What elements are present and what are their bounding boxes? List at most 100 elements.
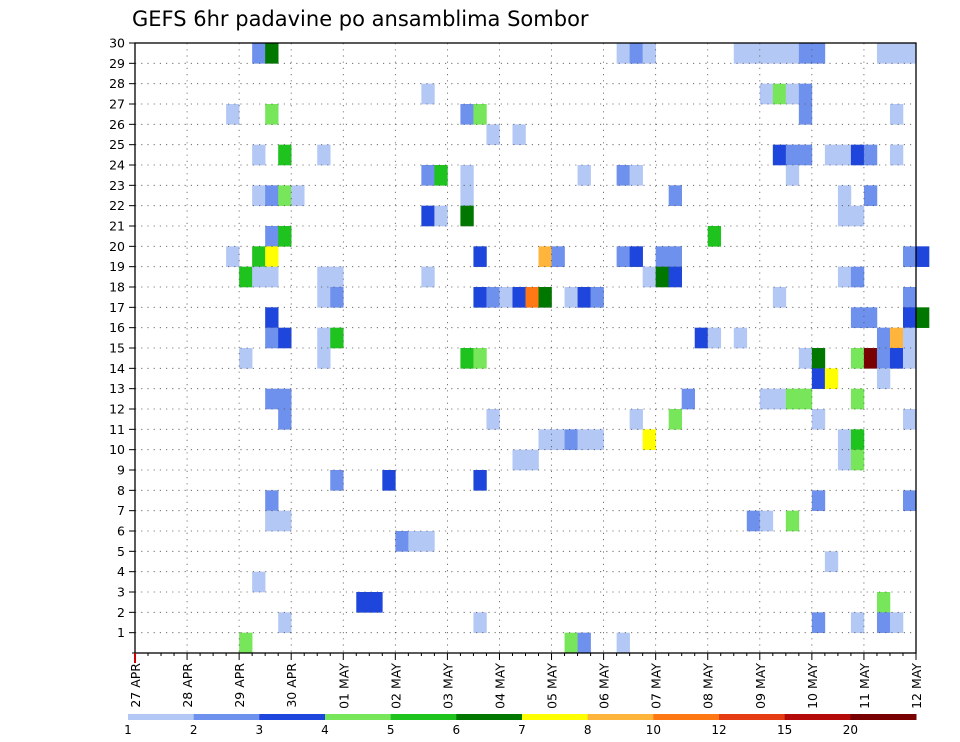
heatmap-cell-member-19-6 bbox=[642, 266, 656, 288]
x-tick-label: 10 MAY bbox=[805, 663, 820, 709]
heatmap-cell-member-13-4 bbox=[772, 388, 787, 410]
y-tick-label: 11 bbox=[109, 422, 125, 437]
heatmap-cell-member-25-4 bbox=[785, 144, 800, 166]
heatmap-cell-member-24-1 bbox=[434, 165, 448, 186]
heatmap-cell-member-19-2 bbox=[265, 266, 279, 288]
legend-label: 12 bbox=[711, 723, 726, 737]
heatmap-cell-member-13-6 bbox=[798, 388, 813, 410]
heatmap-cell-member-26-0 bbox=[486, 124, 500, 145]
heatmap-cell-member-18-11 bbox=[772, 287, 787, 308]
heatmap-cell-member-25-5 bbox=[798, 144, 813, 166]
x-tick-label: 11 MAY bbox=[857, 663, 872, 709]
heatmap-cell-member-6-2 bbox=[421, 531, 435, 552]
legend-label: 20 bbox=[843, 723, 858, 737]
y-tick-label: 12 bbox=[109, 402, 125, 417]
heatmap-cell-member-16-7 bbox=[876, 327, 891, 349]
heatmap-cell-member-14-2 bbox=[876, 368, 891, 389]
plot-grid bbox=[135, 43, 916, 653]
heatmap-cell-member-2-2 bbox=[811, 612, 826, 633]
heatmap-cell-member-11-6 bbox=[837, 429, 852, 450]
heatmap-cell-member-22-4 bbox=[850, 205, 865, 227]
heatmap-cell-member-8-0 bbox=[265, 490, 279, 511]
heatmap-cell-member-16-5 bbox=[707, 327, 722, 349]
heatmap-cell-member-7-3 bbox=[759, 510, 774, 532]
heatmap-cell-member-30-4 bbox=[642, 43, 656, 64]
heatmap-cell-member-12-5 bbox=[902, 409, 917, 430]
heatmap-cell-member-25-8 bbox=[850, 144, 865, 166]
y-tick-label: 29 bbox=[109, 56, 125, 71]
heatmap-cell-member-19-10 bbox=[850, 266, 865, 288]
heatmap-cell-member-20-1 bbox=[252, 246, 266, 267]
heatmap-cell-member-21-0 bbox=[265, 226, 279, 247]
heatmap-cell-member-30-13 bbox=[889, 43, 904, 64]
heatmap-cell-member-23-4 bbox=[460, 185, 474, 206]
x-tick-label: 01 MAY bbox=[336, 663, 351, 709]
heatmap-cell-member-19-7 bbox=[655, 266, 669, 288]
legend-label: 8 bbox=[584, 723, 592, 737]
y-tick-label: 13 bbox=[109, 381, 125, 396]
heatmap-cell-member-22-2 bbox=[460, 205, 474, 227]
heatmap-cell-member-8-1 bbox=[811, 490, 826, 511]
heatmap-cell-member-15-7 bbox=[863, 348, 878, 369]
legend-swatch bbox=[784, 714, 851, 720]
heatmap-cell-member-23-1 bbox=[265, 185, 279, 206]
heatmap-cell-member-15-6 bbox=[850, 348, 865, 369]
heatmap-cell-member-2-5 bbox=[889, 612, 904, 633]
y-tick-label: 7 bbox=[117, 503, 125, 518]
heatmap-cell-member-3-0 bbox=[356, 592, 370, 613]
legend-swatch bbox=[587, 714, 654, 720]
heatmap-cell-member-24-5 bbox=[629, 165, 643, 186]
heatmap-cell-member-27-4 bbox=[798, 104, 813, 125]
heatmap-cell-member-20-3 bbox=[473, 246, 487, 267]
heatmap-cell-member-25-6 bbox=[824, 144, 839, 166]
heatmap-cell-member-19-4 bbox=[330, 266, 344, 288]
heatmap-cell-member-19-5 bbox=[421, 266, 435, 288]
heatmap-cell-member-8-2 bbox=[902, 490, 917, 511]
y-tick-label: 18 bbox=[109, 280, 125, 295]
heatmap-cell-member-21-1 bbox=[278, 226, 292, 247]
x-tick-label: 07 MAY bbox=[649, 663, 664, 709]
heatmap-cell-member-25-1 bbox=[278, 144, 292, 166]
heatmap-cell-member-17-0 bbox=[265, 307, 279, 328]
legend-swatch bbox=[456, 714, 523, 720]
heatmap-cell-member-25-3 bbox=[772, 144, 787, 166]
heatmap-cell-member-6-0 bbox=[395, 531, 409, 552]
heatmap-cell-member-16-6 bbox=[733, 327, 748, 349]
legend-swatch bbox=[128, 714, 195, 720]
legend-swatch bbox=[325, 714, 392, 720]
heatmap-cell-member-23-5 bbox=[668, 185, 682, 206]
heatmap-cell-member-19-8 bbox=[668, 266, 682, 288]
heatmap-cell-member-2-1 bbox=[473, 612, 487, 633]
heatmap-cell-member-15-0 bbox=[239, 348, 253, 369]
x-tick-label: 06 MAY bbox=[597, 663, 612, 709]
heatmap-cell-member-12-2 bbox=[629, 409, 643, 430]
x-tick-label: 30 APR bbox=[284, 663, 299, 708]
heatmap-cell-member-21-2 bbox=[707, 226, 722, 247]
y-tick-label: 24 bbox=[109, 158, 125, 173]
heatmap-cell-member-12-1 bbox=[486, 409, 500, 430]
heatmap-cell-member-30-1 bbox=[265, 43, 279, 64]
heatmap-cell-member-18-1 bbox=[330, 287, 344, 308]
y-tick-label: 6 bbox=[117, 524, 125, 539]
color-legend: 1 2 3 4 5 6 7 8 10 12 15 20 bbox=[124, 714, 917, 737]
heatmap-cell-member-12-3 bbox=[668, 409, 682, 430]
heatmap-cell-member-25-9 bbox=[863, 144, 878, 166]
y-tick-label: 15 bbox=[109, 341, 125, 356]
heatmap-cell-member-13-7 bbox=[850, 388, 865, 410]
heatmap-cell-member-24-6 bbox=[785, 165, 800, 186]
heatmap-cell-member-10-1 bbox=[525, 449, 539, 471]
x-tick-label: 08 MAY bbox=[701, 663, 716, 709]
y-tick-label: 16 bbox=[109, 320, 125, 335]
heatmap-cell-member-11-5 bbox=[642, 429, 656, 450]
heatmap-cell-member-25-2 bbox=[317, 144, 331, 166]
heatmap-cell-member-27-2 bbox=[460, 104, 474, 125]
x-tick-label: 12 MAY bbox=[909, 663, 924, 709]
heatmap-cell-member-25-10 bbox=[889, 144, 904, 166]
heatmap-cell-member-14-1 bbox=[824, 368, 839, 389]
heatmap-cell-member-1-2 bbox=[577, 632, 591, 654]
heatmap-cell-member-30-9 bbox=[785, 43, 800, 64]
heatmap-cell-member-7-1 bbox=[278, 510, 292, 532]
heatmap-cell-member-4-0 bbox=[252, 571, 266, 593]
heatmap-cell-member-28-3 bbox=[785, 83, 800, 105]
y-tick-label: 20 bbox=[109, 239, 125, 254]
